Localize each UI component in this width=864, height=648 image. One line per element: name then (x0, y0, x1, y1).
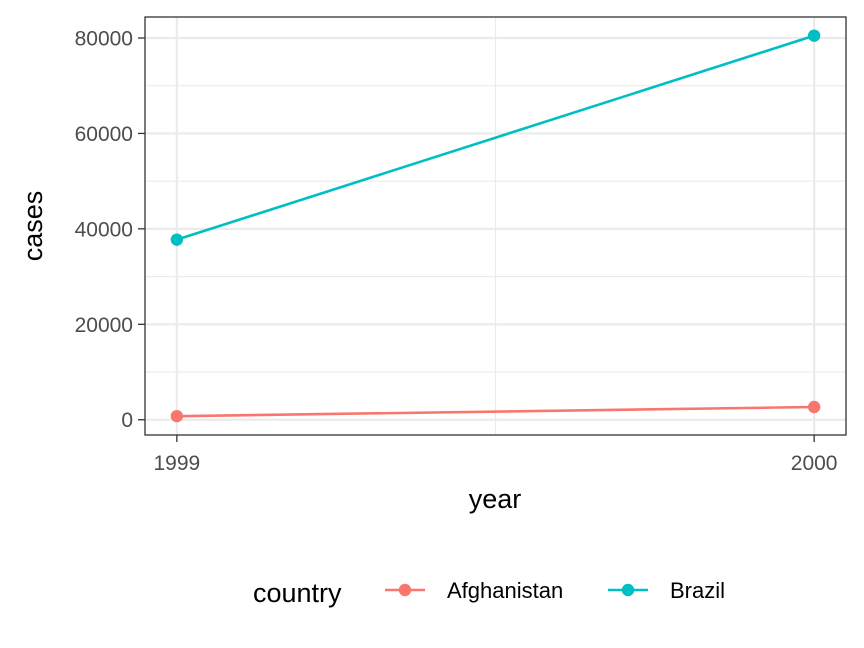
y-axis: 0 20000 40000 60000 80000 (75, 27, 145, 432)
x-axis: 1999 2000 (154, 435, 838, 475)
x-tick-label: 1999 (154, 452, 201, 475)
major-gridlines (145, 17, 846, 435)
y-tick-label: 0 (121, 409, 133, 432)
minor-gridlines (145, 17, 846, 435)
data-point-brazil (807, 29, 821, 42)
legend-key-point-afghanistan (398, 583, 412, 597)
legend-label-afghanistan: Afghanistan (447, 578, 563, 603)
legend: country Afghanistan Brazil (253, 578, 725, 608)
data-point-afghanistan (170, 409, 184, 423)
x-axis-title: year (469, 484, 522, 514)
x-tick-label: 2000 (791, 452, 838, 475)
y-tick-label: 40000 (75, 218, 133, 241)
y-tick-label: 60000 (75, 123, 133, 146)
y-axis-title: cases (18, 191, 48, 262)
legend-title: country (253, 578, 342, 608)
legend-label-brazil: Brazil (670, 578, 725, 603)
y-tick-label: 80000 (75, 27, 133, 50)
series-layer (170, 29, 821, 423)
series-line-afghanistan (176, 405, 815, 418)
panel-border (144, 16, 847, 436)
legend-key-point-brazil (621, 583, 635, 597)
y-tick-label: 20000 (75, 314, 133, 337)
data-point-afghanistan (807, 400, 821, 414)
data-point-brazil (170, 233, 184, 246)
series-line-brazil (176, 34, 815, 241)
